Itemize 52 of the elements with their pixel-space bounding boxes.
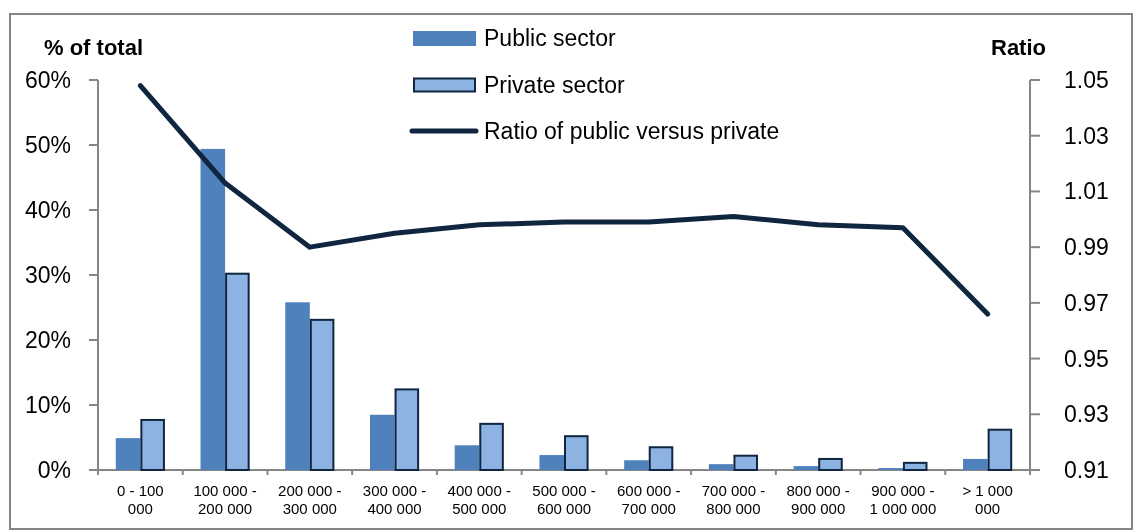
x-tick-label: 900 000 - 1 000 000 <box>869 482 937 517</box>
x-tick-label: 400 000 - 500 000 <box>447 482 511 517</box>
bar <box>394 388 420 471</box>
y2-tick-label: 1.05 <box>1064 67 1109 94</box>
bar <box>140 418 165 471</box>
y-tick-label: 30% <box>24 262 71 289</box>
x-tick-label: 700 000 - 800 000 <box>701 482 766 517</box>
legend-label: Ratio of public versus private <box>484 118 780 145</box>
bar <box>115 438 141 470</box>
bar <box>564 435 589 471</box>
x-tick-label: 300 000 - 400 000 <box>362 482 427 517</box>
y-tick-label: 60% <box>24 67 71 94</box>
bar <box>454 445 480 470</box>
bar <box>624 460 649 470</box>
bar <box>479 422 504 471</box>
bar <box>309 318 335 471</box>
legend-label: Private sector <box>484 71 625 98</box>
y2-tick-label: 1.01 <box>1064 178 1109 205</box>
bar <box>369 414 395 470</box>
y2-tick-label: 0.93 <box>1064 401 1109 428</box>
x-tick-label: 500 000 - 600 000 <box>532 482 596 517</box>
y2-tick-label: 0.95 <box>1064 345 1109 372</box>
bar <box>818 457 843 471</box>
y2-tick-label: 0.97 <box>1064 289 1109 316</box>
y-axis-title: % of total <box>44 35 143 60</box>
x-tick-label: 0 - 100 000 <box>117 482 164 517</box>
y-tick-label: 50% <box>24 132 71 159</box>
bar <box>733 454 759 471</box>
y2-tick-label: 0.99 <box>1064 234 1109 261</box>
bar <box>539 455 564 470</box>
x-tick-label: 100 000 - 200 000 <box>193 482 257 517</box>
legend-label: Public sector <box>484 25 617 52</box>
bar <box>285 302 310 470</box>
bar <box>200 148 226 470</box>
y-tick-label: 40% <box>24 197 71 224</box>
x-tick-label: > 1 000 000 <box>962 482 1013 517</box>
x-tick-label: 200 000 - 300 000 <box>278 482 342 517</box>
bar <box>648 446 674 471</box>
x-tick-label: 600 000 - 700 000 <box>617 482 681 517</box>
bar <box>708 464 734 470</box>
bar <box>963 458 988 470</box>
bar <box>902 461 928 471</box>
y-tick-label: 10% <box>24 392 71 419</box>
bar <box>987 428 1013 471</box>
y2-axis-title: Ratio <box>991 35 1046 60</box>
y-tick-label: 20% <box>24 327 71 354</box>
y-tick-label: 0% <box>37 457 71 484</box>
y2-tick-label: 1.03 <box>1064 122 1109 149</box>
y2-tick-label: 0.91 <box>1064 457 1109 484</box>
x-tick-label: 800 000 - 900 000 <box>786 482 850 517</box>
bar <box>225 272 250 471</box>
bar <box>793 466 819 470</box>
